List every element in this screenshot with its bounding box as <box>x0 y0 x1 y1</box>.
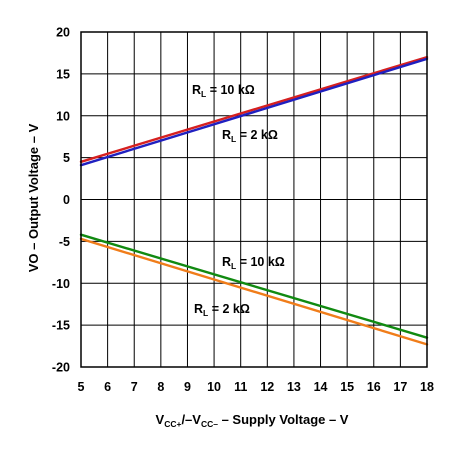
series-line-1 <box>79 55 429 164</box>
series-group <box>79 55 429 346</box>
x-tick-label: 15 <box>340 380 354 394</box>
series-line-4 <box>79 237 429 346</box>
y-tick-label: 15 <box>56 67 70 81</box>
x-tick-label: 14 <box>314 380 328 394</box>
y-tick-label: -10 <box>52 277 70 291</box>
y-tick-label: 20 <box>56 26 70 40</box>
x-tick-label: 16 <box>367 380 381 394</box>
tick-labels: 5 6 7 8 9 10 11 12 13 14 15 16 17 18 -20 -15 -10 -5 0 5 10 15… <box>52 26 434 395</box>
x-tick-label: 5 <box>78 380 85 394</box>
y-tick-label: -20 <box>52 361 70 375</box>
annotation-rl-2k-negative: RL = 2 kΩ <box>194 302 250 318</box>
plot-frame <box>80 31 428 368</box>
x-tick-label: 8 <box>157 380 164 394</box>
x-tick-label: 7 <box>131 380 138 394</box>
series-line-2 <box>79 57 429 167</box>
y-tick-label: 10 <box>56 109 70 123</box>
y-tick-label: 0 <box>63 193 70 207</box>
annotation-rl-10k-negative: RL = 10 kΩ <box>222 255 285 271</box>
y-tick-label: -5 <box>59 235 70 249</box>
y-tick-label: 5 <box>63 151 70 165</box>
x-tick-label: 9 <box>184 380 191 394</box>
x-axis-title: VCC+/–VCC– – Supply Voltage – V <box>156 412 349 429</box>
x-tick-label: 10 <box>207 380 221 394</box>
x-tick-label: 17 <box>393 380 407 394</box>
x-tick-label: 13 <box>287 380 301 394</box>
x-tick-label: 18 <box>420 380 434 394</box>
annotation-rl-10k-positive: RL = 10 kΩ <box>192 83 255 99</box>
series-line-3 <box>79 233 429 339</box>
x-tick-label: 12 <box>260 380 274 394</box>
annotation-rl-2k-positive: RL = 2 kΩ <box>222 128 278 144</box>
x-tick-label: 6 <box>104 380 111 394</box>
x-tick-label: 11 <box>234 380 247 394</box>
y-tick-label: -15 <box>52 319 70 333</box>
y-axis-title: VO – Output Voltage – V <box>26 123 41 272</box>
